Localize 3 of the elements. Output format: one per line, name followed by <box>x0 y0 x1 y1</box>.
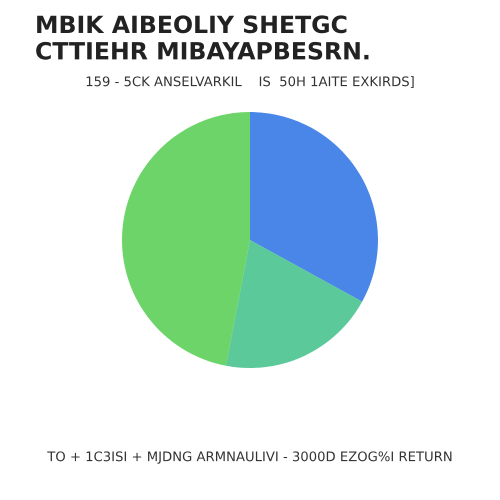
chart-subtitle: 159 - 5CK ANSELVARKIL IS 50H 1AITE EXKIRDS] <box>86 76 414 88</box>
chart-title: MBIK AIBEOLIY SHETGC CTTIEHR MIBAYAPBESRN. <box>36 15 368 60</box>
text: TO + 1C3ISI + MJDNG ARMNAULIVI - 3000D EZOG%I RETURN <box>47 451 452 464</box>
